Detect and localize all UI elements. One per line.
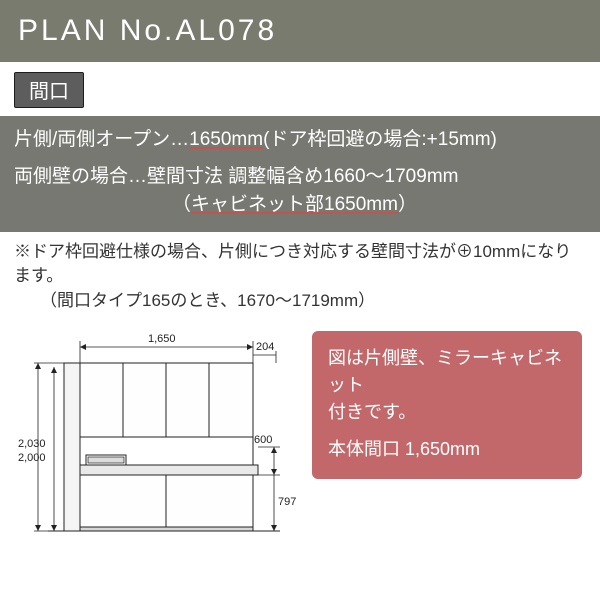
note-block: ※ドア枠回避仕様の場合、片側につき対応する壁間寸法が⊕10mmになります。 （間…	[0, 232, 600, 314]
spec-line1-suffix: (ドア枠回避の場合:+15mm)	[263, 129, 497, 150]
spec-line2b-suffix: ）	[398, 194, 417, 215]
dim-top-width: 1,650	[148, 333, 176, 345]
dim-top-depth: 204	[256, 341, 274, 353]
callout-line-3: 本体間口 1,650mm	[328, 436, 566, 463]
note-line-1: ※ドア枠回避仕様の場合、片側につき対応する壁間寸法が⊕10mmになります。	[14, 240, 586, 289]
note-line-2: （間口タイプ165のとき、1670～1719mm）	[14, 289, 586, 314]
callout-box: 図は片側壁、ミラーキャビネット 付きです。 本体間口 1,650mm	[312, 331, 582, 479]
dim-height-counter: 797	[278, 496, 296, 508]
spec-line-2b: （キャビネット部1650mm）	[14, 191, 586, 220]
spec-line2b-under: キャビネット部1650mm	[191, 194, 398, 215]
spec-line1-prefix: 片側/両側オープン…	[14, 129, 189, 150]
dim-counter-depth: 600	[254, 434, 272, 446]
spec-line1-value: 1650mm	[189, 129, 263, 150]
spec-line-2a: 両側壁の場合…壁間寸法 調整幅含め1660～1709mm	[14, 163, 586, 192]
spec-block: 片側/両側オープン…1650mm(ドア枠回避の場合:+15mm) 両側壁の場合……	[0, 116, 600, 232]
plan-number-title: PLAN No.AL078	[18, 14, 277, 48]
dim-height-outer: 2,030	[18, 438, 46, 450]
callout-line-2: 付きです。	[328, 399, 566, 426]
dim-height-inner: 2,000	[18, 452, 46, 464]
spec-line-1: 片側/両側オープン…1650mm(ドア枠回避の場合:+15mm)	[14, 126, 586, 155]
elevation-diagram: 1,650 204 600 797 2,030	[18, 327, 298, 557]
spec-line2b-prefix: （	[172, 194, 191, 215]
section-chip-maguchi: 間口	[14, 72, 84, 108]
header-bar: PLAN No.AL078	[0, 0, 600, 62]
callout-line-1: 図は片側壁、ミラーキャビネット	[328, 345, 566, 399]
lower-area: 1,650 204 600 797 2,030	[0, 313, 600, 573]
